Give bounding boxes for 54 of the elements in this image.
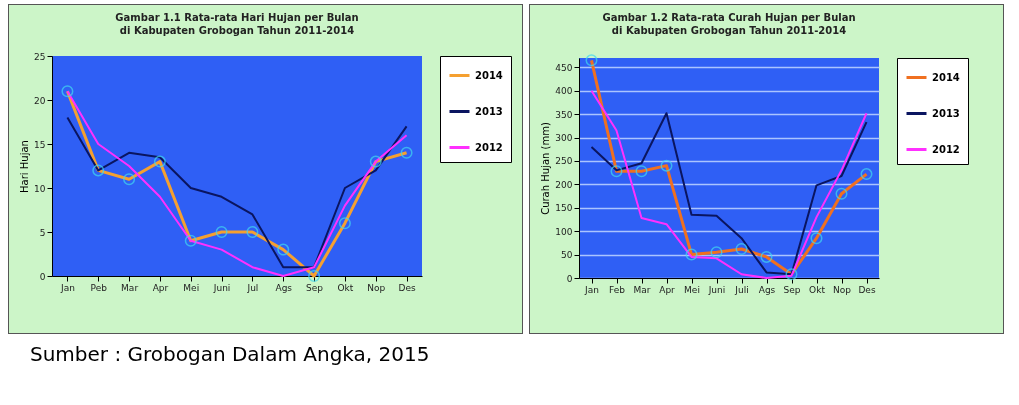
x-tick-label: Jul [246, 282, 259, 293]
y-tick-label: 450 [555, 62, 573, 73]
legend-label: 2014 [932, 71, 960, 83]
x-tick-label: Juni [212, 282, 231, 293]
x-tick-label: Mar [121, 282, 139, 293]
x-tick-label: Juli [734, 284, 749, 295]
x-tick-label: Feb [609, 284, 626, 295]
x-tick-label: Juni [707, 284, 726, 295]
x-tick-label: Apr [152, 282, 169, 293]
x-tick-label: Ags [275, 282, 293, 293]
y-tick-label: 15 [34, 139, 46, 150]
x-tick-label: Mei [183, 282, 200, 293]
y-tick-label: 10 [34, 183, 46, 194]
x-tick-label: Okt [809, 284, 826, 295]
chart-title: Gambar 1.1 Rata-rata Hari Hujan per Bulan [115, 12, 359, 23]
x-tick-label: Apr [659, 284, 676, 295]
y-axis-title: Hari Hujan [19, 140, 31, 193]
x-tick-label: Nop [367, 282, 386, 293]
x-tick-label: Peb [90, 282, 108, 293]
y-tick-label: 5 [39, 227, 46, 238]
line-series [66, 116, 408, 269]
text: Sumber : Grobogan Dalam Angka, 2015 [30, 342, 431, 366]
y-tick-label: 100 [555, 226, 573, 237]
x-tick-label: Jan [59, 282, 75, 293]
y-tick-label: 250 [555, 156, 573, 167]
y-axis-title: Curah Hujan (mm) [540, 122, 552, 215]
x-tick-label: Des [398, 282, 416, 293]
y-tick-label: 300 [555, 133, 573, 144]
chart-subtitle: di Kabupaten Grobogan Tahun 2011-2014 [611, 25, 847, 37]
x-tick-label: Okt [337, 282, 354, 293]
x-tick-label: Mar [633, 284, 651, 295]
y-tick-label: 25 [34, 51, 46, 62]
y-tick-label: 0 [566, 273, 573, 284]
x-tick-label: Ags [758, 284, 776, 295]
chart-subtitle: di Kabupaten Grobogan Tahun 2011-2014 [119, 25, 355, 36]
legend-label: 2013 [475, 105, 503, 117]
x-tick-label: Jan [584, 284, 599, 295]
y-tick-label: 150 [555, 203, 573, 214]
legend-label: 2012 [475, 141, 503, 153]
legend-label: 2014 [475, 69, 503, 81]
chart-title: Gambar 1.2 Rata-rata Curah Hujan per Bulan [602, 12, 856, 24]
x-tick-label: Sep [783, 284, 801, 295]
x-tick-label: Mei [684, 284, 700, 295]
y-tick-label: 50 [561, 250, 573, 261]
x-tick-label: Des [858, 284, 876, 295]
y-tick-label: 0 [39, 271, 46, 282]
x-tick-label: Sep [306, 282, 324, 293]
x-tick-label: Nop [833, 284, 852, 295]
legend-label: 2012 [932, 143, 960, 155]
y-tick-label: 350 [555, 109, 573, 120]
y-tick-label: 20 [34, 95, 46, 106]
y-tick-label: 400 [555, 86, 573, 97]
y-tick-label: 200 [555, 179, 573, 190]
legend-label: 2013 [932, 107, 960, 119]
